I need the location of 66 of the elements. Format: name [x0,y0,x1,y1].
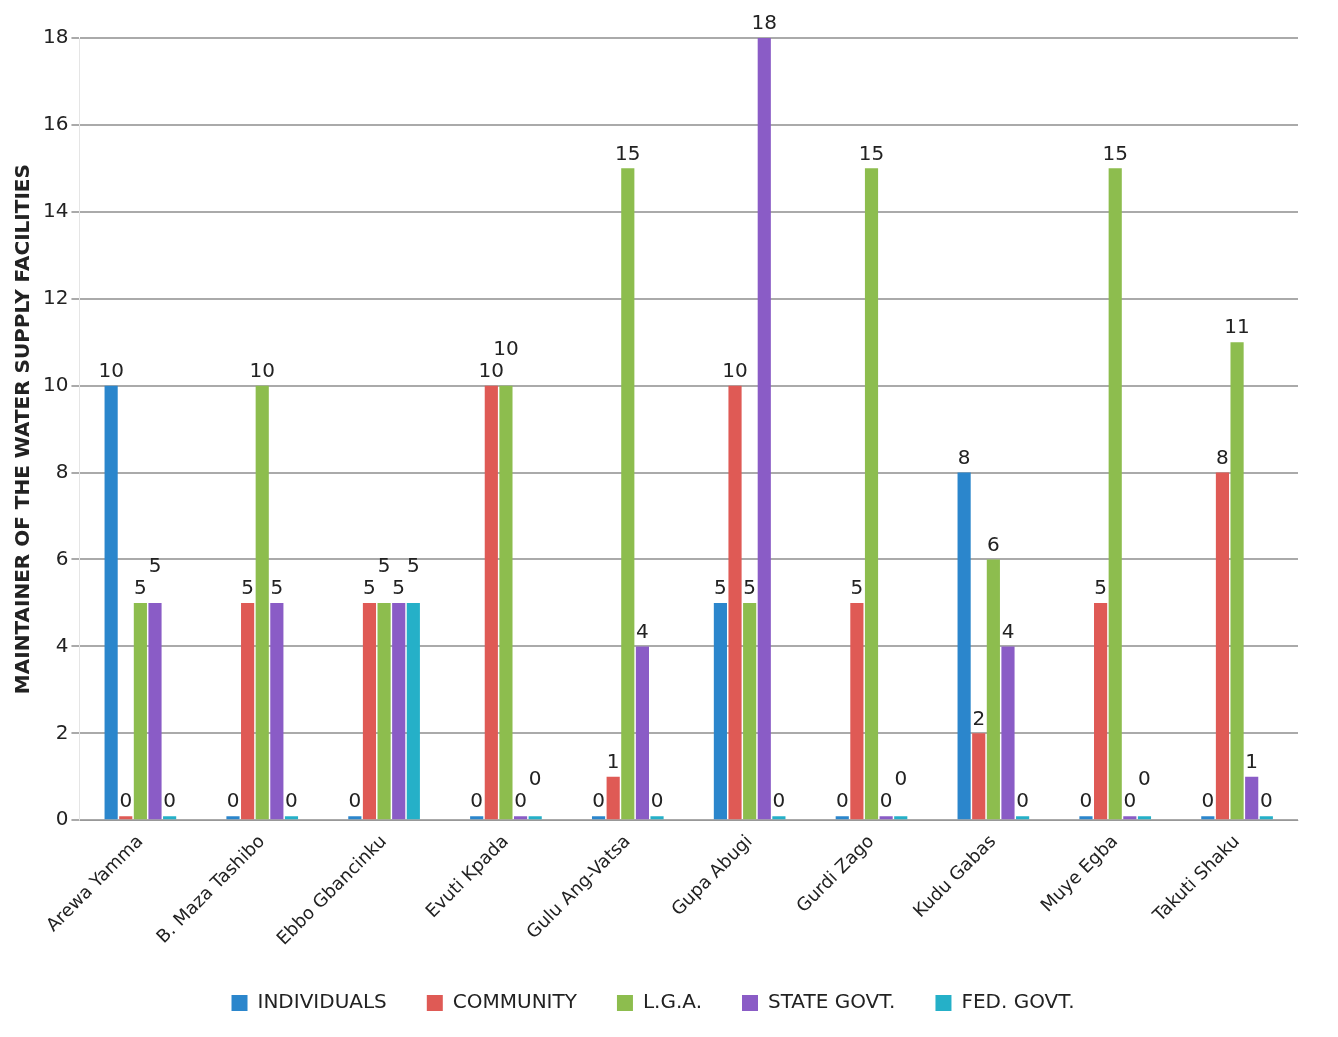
data-label: 5 [406,553,420,578]
data-label: 10 [493,335,519,360]
data-label: 10 [249,357,275,382]
data-label: 4 [636,618,649,643]
data-label: 18 [751,10,777,35]
legend-label: INDIVIDUALS [257,989,387,1014]
y-tick-label: 0 [55,806,69,831]
data-label: 0 [650,788,664,813]
data-label: 0 [772,788,786,813]
data-label: 10 [722,357,748,382]
data-label: 0 [1259,788,1273,813]
data-label: 0 [894,766,908,791]
data-label: 1 [606,748,620,773]
data-label: 0 [470,788,484,813]
data-label: 5 [1094,575,1107,600]
data-label: 0 [1123,788,1137,813]
data-label: 2 [972,705,986,730]
legend-label: FED. GOVT. [961,989,1075,1014]
legend-label: COMMUNITY [452,989,578,1014]
data-label: 5 [392,575,406,600]
y-tick-label: 14 [43,198,69,223]
data-label: 0 [348,788,362,813]
data-label: 15 [858,140,885,165]
data-label: 5 [743,575,757,600]
data-label: 15 [1102,140,1128,165]
data-label: 10 [98,357,124,382]
data-label: 10 [478,357,505,382]
data-label: 5 [377,553,391,578]
data-label: 8 [1216,444,1229,469]
data-label: 0 [1079,788,1093,813]
data-label: 11 [1224,314,1250,339]
data-label: 0 [1138,766,1151,791]
data-label: 5 [714,575,727,600]
data-label: 5 [850,575,864,600]
data-label: 5 [363,575,376,600]
legend-label: L.G.A. [642,989,702,1014]
data-label: 5 [134,575,147,600]
data-label: 0 [163,788,176,813]
data-label: 5 [241,575,254,600]
y-tick-label: 12 [43,284,69,309]
y-tick-label: 8 [55,458,69,483]
y-axis-title: MAINTAINER OF THE WATER SUPPLY FACILITIES [10,164,35,695]
y-tick-label: 16 [43,111,69,136]
y-tick-label: 18 [43,24,69,49]
data-label: 0 [1201,788,1215,813]
data-label: 0 [1016,788,1029,813]
data-label: 0 [528,766,542,791]
data-label: 0 [592,788,605,813]
y-tick-label: 4 [55,632,69,657]
data-label: 5 [148,553,162,578]
data-label: 0 [285,788,298,813]
data-label: 0 [835,788,849,813]
y-tick-label: 6 [55,545,69,570]
y-tick-label: 2 [55,719,69,744]
data-label: 1 [1245,748,1259,773]
y-tick-label: 10 [43,371,69,396]
data-label: 15 [615,140,641,165]
data-label: 0 [119,788,133,813]
data-label: 5 [270,575,284,600]
data-label: 8 [957,444,971,469]
data-label: 0 [226,788,240,813]
data-label: 0 [879,788,893,813]
data-label: 6 [987,531,1000,556]
data-label: 4 [1001,618,1015,643]
legend-label: STATE GOVT. [768,989,896,1014]
data-label: 0 [514,788,527,813]
